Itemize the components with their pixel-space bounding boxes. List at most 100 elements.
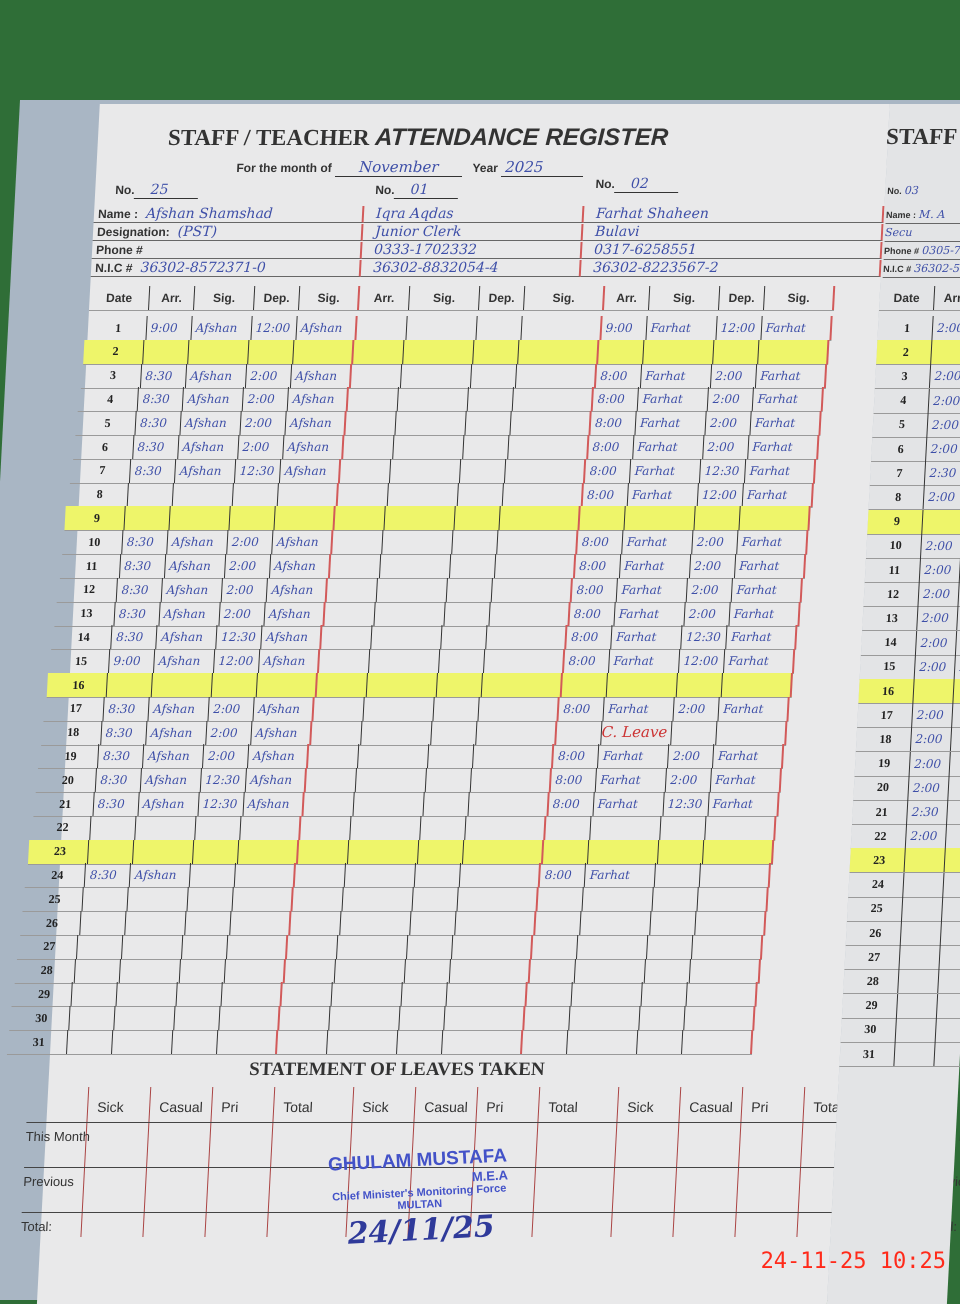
arr-cell: Arr. — [359, 286, 410, 310]
dep-cell: 2:00 — [222, 578, 268, 602]
dep-cell — [713, 340, 759, 364]
dep-cell — [397, 1030, 443, 1054]
sig-cell — [366, 673, 437, 697]
sig-cell: Afshan — [267, 578, 328, 602]
date-cell: 24 — [848, 873, 904, 897]
dep-cell — [447, 578, 493, 602]
sig-cell — [358, 744, 429, 768]
sig-cell — [758, 340, 829, 364]
dep-cell: 2:00 — [705, 411, 751, 435]
dep-cell — [639, 1006, 685, 1030]
date-cell: 15 — [49, 649, 110, 673]
sig-cell: Farhat — [729, 602, 800, 626]
leave-col-divider — [80, 1087, 89, 1237]
staff-phone-value — [150, 242, 151, 258]
arr-cell — [125, 506, 171, 530]
sig-cell: Afshan — [254, 697, 315, 721]
dep-cell: 2:00 — [687, 578, 733, 602]
arr-cell: 8:00 — [567, 625, 613, 649]
date-cell: 16 — [858, 679, 914, 703]
register-book: STAFF / TEACHER ATTENDANCE REGISTER For … — [0, 100, 960, 1300]
staff-name: Name :Afshan Shamshad — [94, 206, 365, 223]
sig-cell — [374, 602, 445, 626]
right-table-row: 23 — [849, 848, 960, 873]
sig-cell — [481, 673, 562, 697]
sig-cell — [567, 1030, 638, 1054]
dep-cell: 12:00 — [679, 649, 725, 673]
sig-cell — [695, 911, 766, 935]
sig-cell — [382, 530, 453, 554]
arr-cell — [306, 768, 357, 792]
sig-cell — [390, 459, 461, 483]
sig-cell: Afshan — [149, 697, 210, 721]
sig-cell — [487, 625, 568, 649]
right-table-row: 9 — [867, 510, 960, 535]
sig-cell — [240, 816, 301, 840]
sig-cell: Farhat — [743, 483, 814, 507]
date-cell: 13 — [862, 606, 918, 630]
label-name: Name : — [886, 210, 917, 220]
sig-cell — [238, 840, 299, 864]
year-label: Year — [472, 161, 498, 175]
arr-cell — [311, 721, 362, 745]
dep-cell — [230, 506, 276, 530]
dep-cell — [658, 840, 704, 864]
sig-cell — [705, 816, 776, 840]
sig-cell — [939, 945, 960, 969]
staff-name: Farhat Shaheen — [584, 206, 885, 223]
dep-cell — [426, 768, 472, 792]
arr-cell: 8:30 — [112, 625, 158, 649]
date-cell: 1 — [86, 316, 147, 340]
arr-cell: 8:00 — [577, 530, 623, 554]
arr-cell — [905, 848, 946, 872]
month-line: For the month of November Year 2025 — [236, 158, 584, 176]
sig-cell: Farhat — [724, 649, 795, 673]
date-cell: 31 — [839, 1042, 895, 1066]
arr-cell: 8:30 — [122, 530, 168, 554]
date-cell: 25 — [847, 897, 903, 921]
dep-cell — [450, 554, 496, 578]
arr-cell — [300, 816, 351, 840]
staff-name-value: Iqra Aqdas — [376, 206, 454, 222]
leave-col-divider — [204, 1087, 213, 1237]
table-row: 22 — [30, 816, 776, 841]
table-row: 2 — [83, 340, 829, 365]
sig-cell — [947, 800, 960, 824]
leave-header-sick: Sick — [362, 1099, 389, 1115]
arr-cell — [345, 411, 396, 435]
sig-cell — [953, 679, 960, 703]
sig-cell: Afshan — [162, 578, 223, 602]
date-cell: 24 — [25, 863, 86, 887]
staff-no-value: 02 — [614, 176, 679, 193]
arr-cell — [282, 982, 333, 1006]
sig-cell: M — [955, 655, 960, 679]
sig-cell — [942, 897, 960, 921]
sig-cell: Afshan — [159, 602, 220, 626]
date-cell: 14 — [52, 625, 113, 649]
date-cell: 5 — [872, 413, 928, 437]
dep-cell: Dep. — [254, 286, 300, 310]
sig-cell: Sig. — [649, 286, 720, 310]
leave-col-divider — [142, 1087, 151, 1237]
arr-cell: 2:30 — [907, 800, 948, 824]
date-cell: 26 — [20, 911, 81, 935]
dep-cell — [439, 649, 485, 673]
dep-cell — [174, 1006, 220, 1030]
sig-cell — [125, 911, 186, 935]
dep-cell — [190, 863, 236, 887]
sig-cell: Afshan — [259, 649, 320, 673]
arr-cell — [894, 1042, 935, 1066]
arr-cell: 2:00 — [910, 752, 951, 776]
staff-name: Iqra Aqdas — [364, 206, 585, 223]
sig-cell — [505, 459, 586, 483]
date-cell: 19 — [855, 752, 911, 776]
sig-cell — [380, 554, 451, 578]
date-cell: 30 — [9, 1006, 70, 1030]
